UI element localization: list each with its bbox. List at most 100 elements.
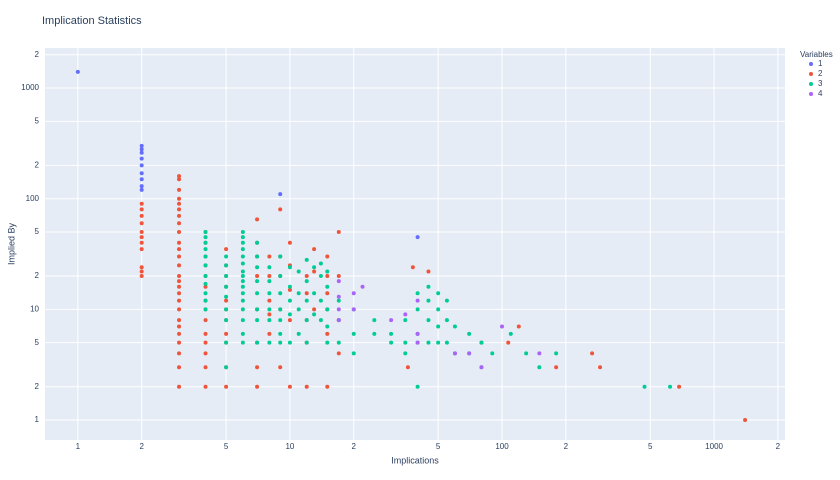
point (203, 291, 208, 296)
point (203, 281, 208, 286)
point (351, 307, 356, 312)
point (240, 291, 245, 296)
point (389, 318, 394, 323)
point (224, 384, 229, 389)
point (516, 324, 521, 329)
point (426, 269, 431, 274)
x-tick-label: 2 (139, 442, 144, 451)
point (405, 365, 410, 370)
point (224, 254, 229, 259)
point (139, 143, 144, 148)
point (177, 351, 182, 356)
point (267, 307, 272, 312)
point (304, 279, 309, 284)
point (336, 279, 341, 284)
legend-marker[interactable] (809, 72, 813, 76)
point (224, 274, 229, 279)
point (287, 384, 292, 389)
point (177, 279, 182, 284)
point (372, 318, 377, 323)
legend-label[interactable]: 3 (818, 79, 823, 88)
plot-area (45, 48, 785, 440)
legend-marker[interactable] (809, 62, 813, 66)
point (296, 269, 301, 274)
point (403, 318, 408, 323)
point (267, 340, 272, 345)
point (325, 324, 330, 329)
legend-label[interactable]: 1 (818, 59, 823, 68)
point (203, 384, 208, 389)
point (177, 177, 182, 182)
point (255, 318, 260, 323)
point (177, 291, 182, 296)
legend-marker[interactable] (809, 82, 813, 86)
point (304, 340, 309, 345)
point (177, 187, 182, 192)
point (318, 261, 323, 266)
point (351, 291, 356, 296)
point (444, 298, 449, 303)
point (240, 307, 245, 312)
y-tick-label: 2 (35, 271, 40, 280)
legend-label[interactable]: 4 (818, 89, 823, 98)
point (287, 312, 292, 317)
point (336, 340, 341, 345)
point (537, 351, 542, 356)
point (177, 324, 182, 329)
point (278, 254, 283, 259)
point (240, 279, 245, 284)
point (318, 318, 323, 323)
legend-title: Variables (800, 50, 833, 59)
point (177, 365, 182, 370)
x-tick-label: 10 (285, 442, 294, 451)
point (139, 150, 144, 155)
point (203, 318, 208, 323)
point (415, 331, 420, 336)
point (75, 69, 80, 74)
point (336, 351, 341, 356)
point (177, 318, 182, 323)
point (360, 284, 365, 289)
legend-label[interactable]: 2 (818, 69, 823, 78)
y-tick-label: 5 (35, 116, 40, 125)
point (240, 274, 245, 279)
point (318, 298, 323, 303)
point (287, 265, 292, 270)
point (203, 351, 208, 356)
point (177, 263, 182, 268)
point (287, 284, 292, 289)
point (554, 351, 559, 356)
point (325, 291, 330, 296)
point (203, 284, 208, 289)
point (304, 384, 309, 389)
point (278, 365, 283, 370)
point (267, 265, 272, 270)
x-tick-label: 2 (776, 442, 781, 451)
point (224, 318, 229, 323)
y-tick-label: 2 (35, 160, 40, 169)
point (467, 331, 472, 336)
point (598, 365, 603, 370)
y-tick-label: 2 (35, 50, 40, 59)
point (240, 269, 245, 274)
point (255, 254, 260, 259)
point (278, 318, 283, 323)
point (403, 351, 408, 356)
point (203, 365, 208, 370)
point (278, 307, 283, 312)
point (177, 284, 182, 289)
point (177, 331, 182, 336)
point (403, 340, 408, 345)
point (177, 213, 182, 218)
point (479, 340, 484, 345)
point (325, 340, 330, 345)
y-tick-label: 10 (30, 304, 39, 313)
point (224, 247, 229, 252)
point (415, 340, 420, 345)
x-tick-label: 5 (224, 442, 229, 451)
point (287, 298, 292, 303)
legend-marker[interactable] (809, 92, 813, 96)
point (351, 351, 356, 356)
point (267, 291, 272, 296)
x-tick-label: 2 (352, 442, 357, 451)
